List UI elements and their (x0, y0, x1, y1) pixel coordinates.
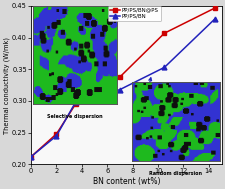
Y-axis label: Thermal conductivity (W/mk): Thermal conductivity (W/mk) (3, 37, 10, 134)
PP/PS/BN (74, 101, 77, 103)
Legend: PP/PS/BN@PS, PP/PS/BN: PP/PS/BN@PS, PP/PS/BN (108, 5, 161, 21)
PP/PS/BN@PS (30, 156, 32, 158)
PP/PS/BN@PS (93, 95, 96, 98)
PP/PS/BN (214, 18, 216, 20)
Line: PP/PS/BN@PS: PP/PS/BN@PS (29, 6, 217, 159)
PP/PS/BN (163, 66, 166, 69)
X-axis label: BN content (wt%): BN content (wt%) (92, 177, 160, 186)
PP/PS/BN (119, 88, 121, 91)
PP/PS/BN (55, 135, 58, 137)
PP/PS/BN@PS (214, 7, 216, 9)
PP/PS/BN (30, 156, 32, 158)
PP/PS/BN@PS (163, 32, 166, 34)
Line: PP/PS/BN: PP/PS/BN (29, 16, 218, 159)
PP/PS/BN@PS (55, 133, 58, 135)
PP/PS/BN (93, 97, 96, 99)
PP/PS/BN@PS (119, 76, 121, 78)
PP/PS/BN@PS (74, 103, 77, 105)
